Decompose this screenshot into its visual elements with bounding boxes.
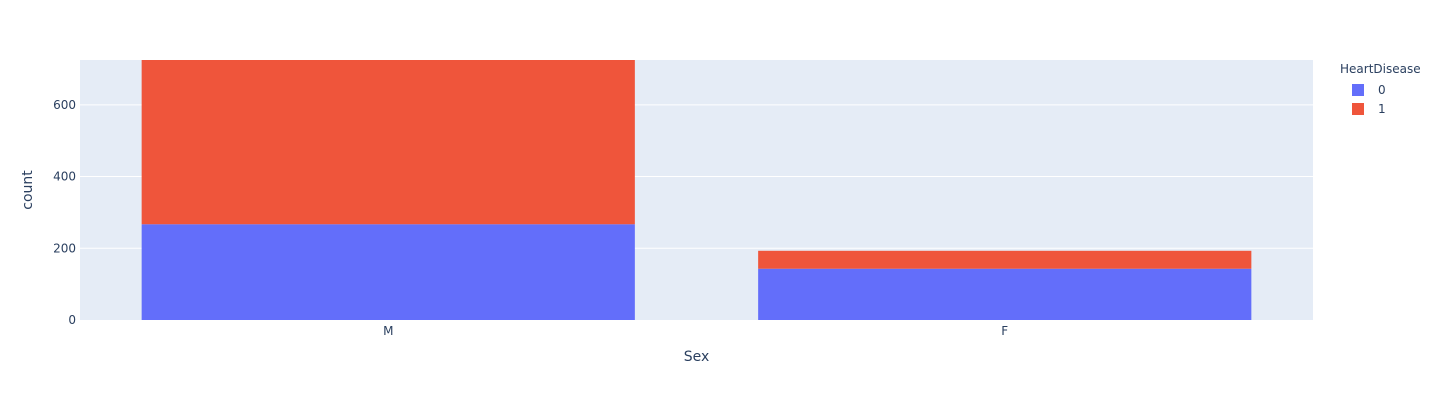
y-tick-label: 200 [53,241,76,255]
bar-segment-1-F [758,250,1252,269]
y-tick-label: 600 [53,98,76,112]
y-axis-ticks: 0 200 400 600 [53,98,76,327]
bar-segment-0-F [758,268,1252,320]
bar-segment-1-M [141,60,635,225]
legend-swatch-1[interactable] [1352,103,1364,115]
y-tick-label: 0 [68,313,76,327]
legend-swatch-0[interactable] [1352,84,1364,96]
legend-label-0: 0 [1378,83,1386,97]
legend: HeartDisease 0 1 [1340,62,1421,116]
bars [141,60,1252,320]
y-tick-label: 400 [53,170,76,184]
y-axis-title: count [20,170,36,210]
x-axis-title: Sex [684,349,710,365]
legend-title: HeartDisease [1340,62,1421,76]
x-tick-label: F [1001,324,1008,338]
x-tick-label: M [383,324,393,338]
bar-segment-0-M [141,224,635,320]
legend-label-1: 1 [1378,102,1386,116]
